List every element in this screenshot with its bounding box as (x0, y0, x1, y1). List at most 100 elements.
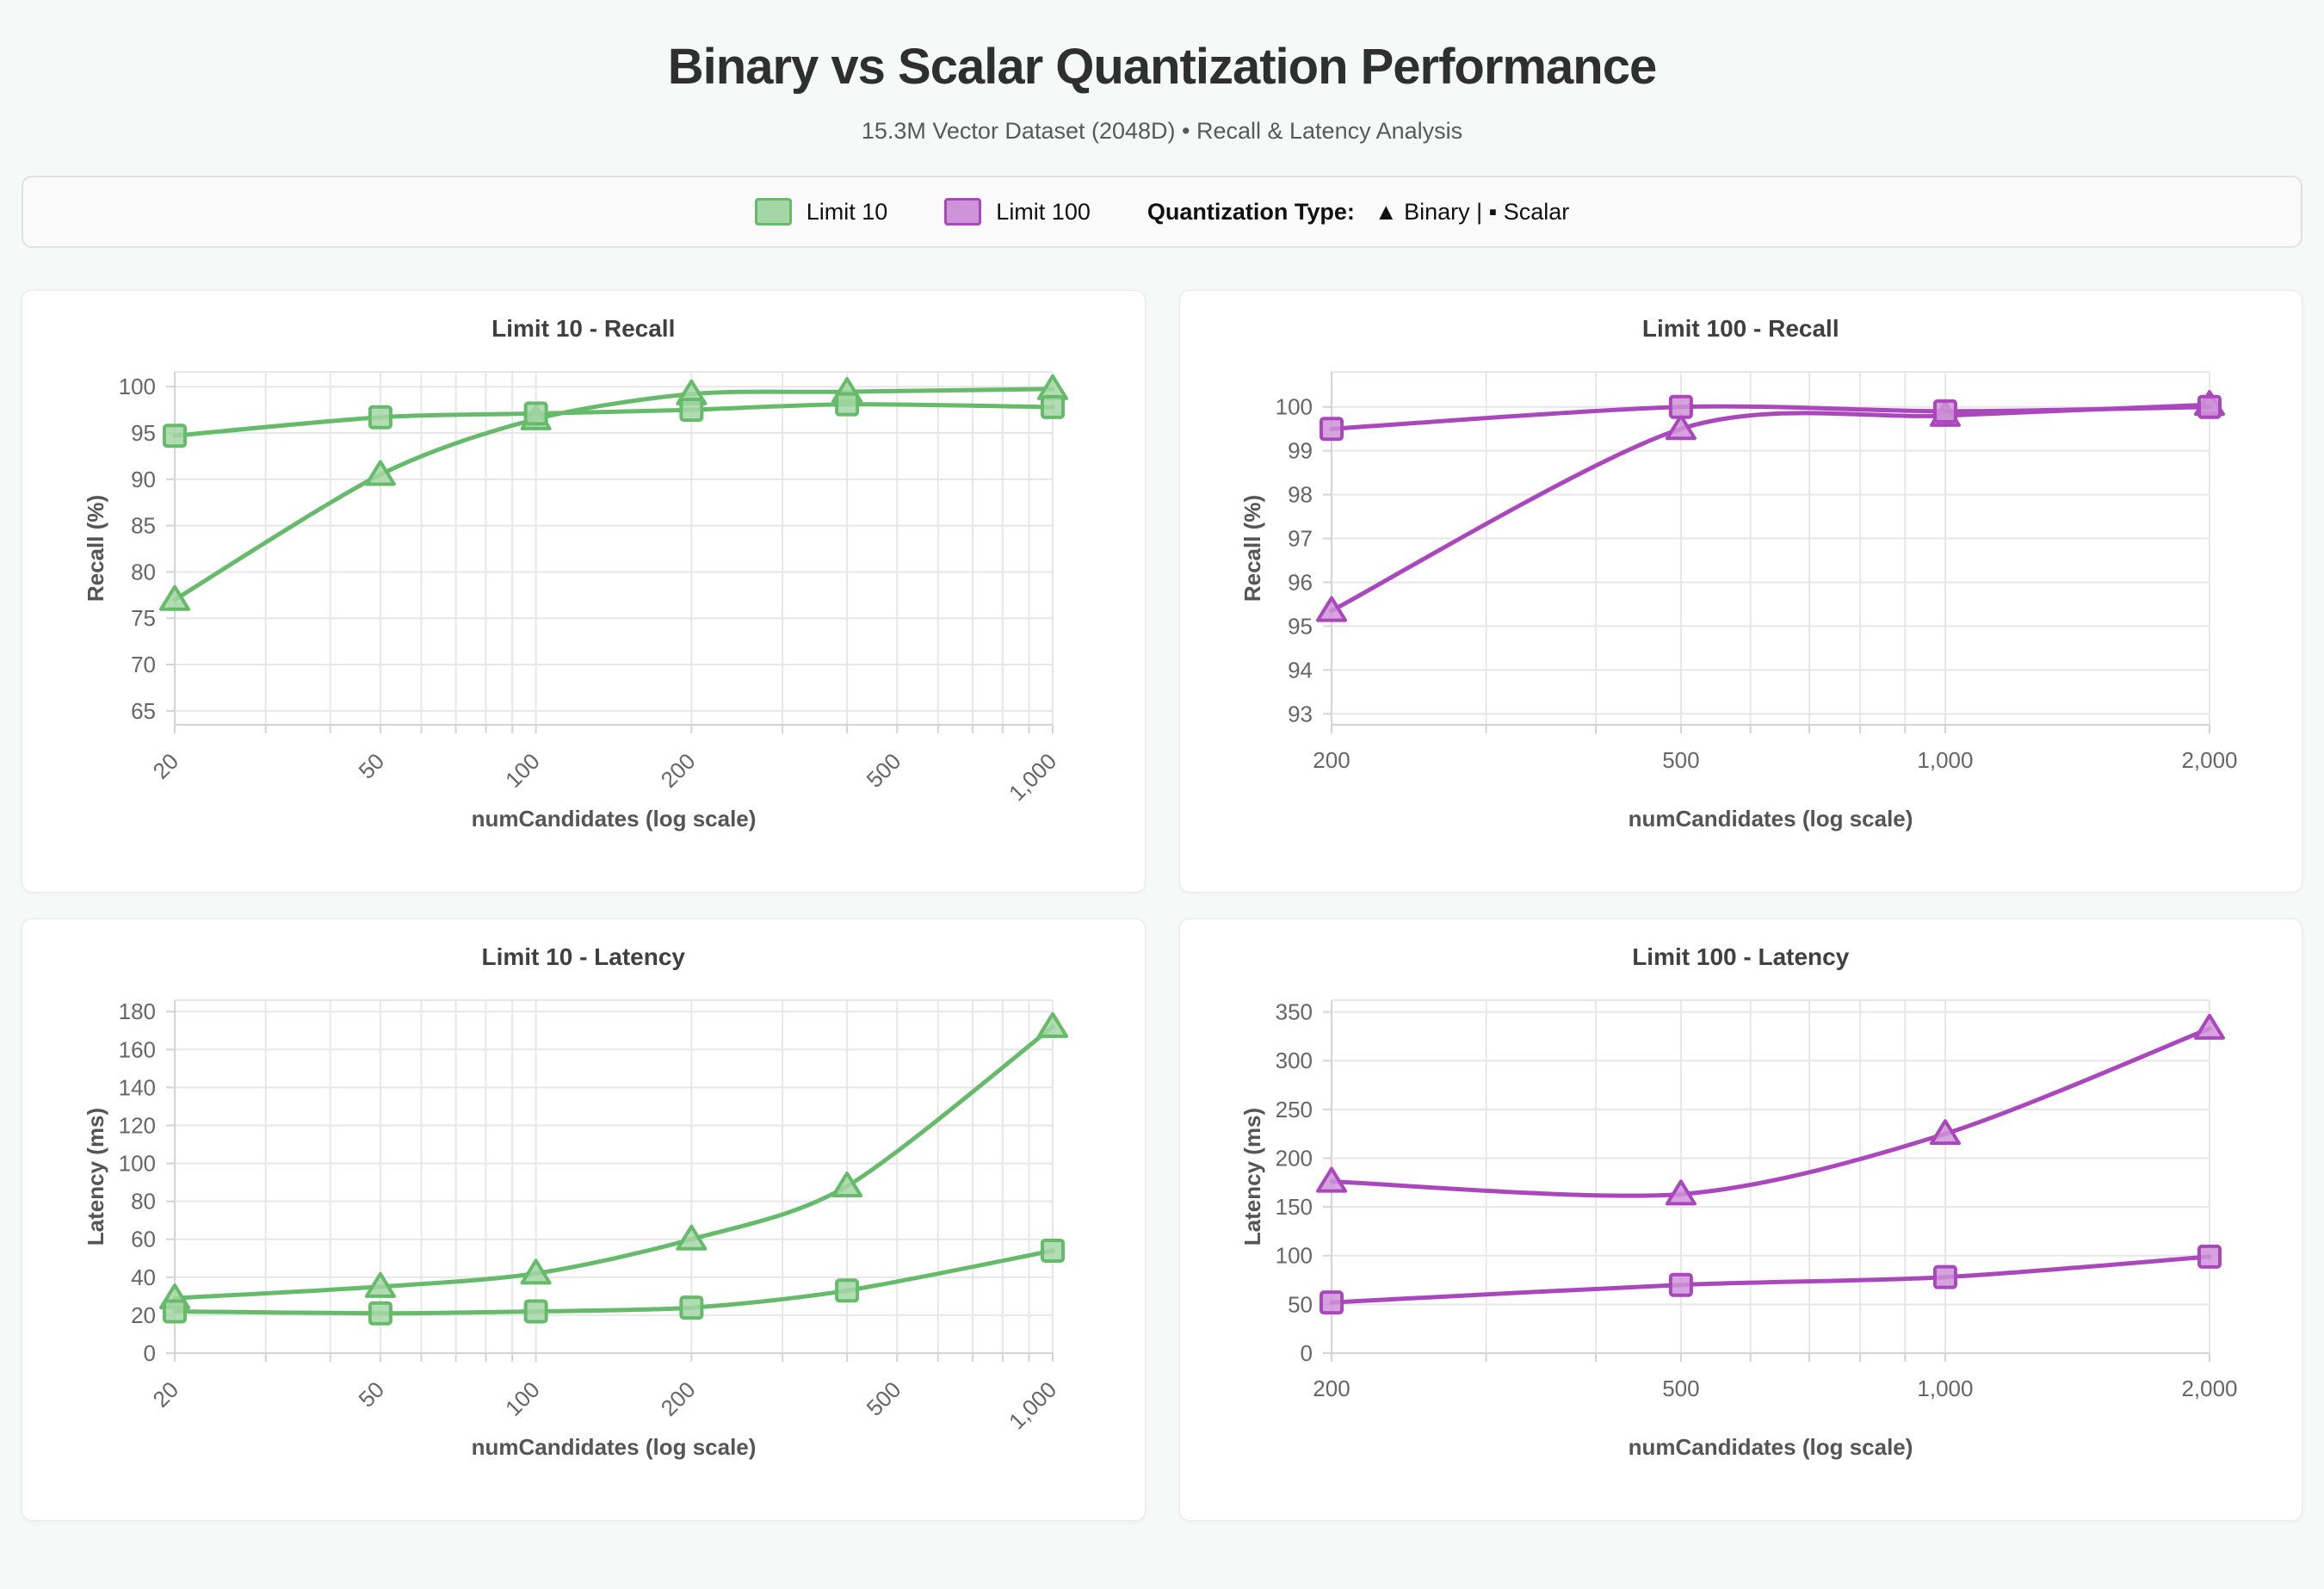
legend-bar: Limit 10 Limit 100 Quantization Type: ▲ … (22, 176, 2302, 248)
binary-line (172, 386, 1055, 603)
limit100-swatch-icon (944, 198, 982, 226)
y-tick-label: 80 (131, 1189, 156, 1215)
y-tick-label: 120 (118, 1112, 155, 1138)
y-tick-label: 94 (1288, 657, 1313, 683)
x-tick-label: 100 (500, 748, 545, 793)
y-tick-label: 70 (131, 652, 156, 677)
y-tick-label: 99 (1288, 438, 1313, 464)
x-tick-label: 200 (1313, 747, 1351, 773)
y-tick-label: 98 (1288, 482, 1313, 508)
chart-limit10-latency: 0 20 40 60 80 100 120 140 160 180 20 50 100 200 500 1,0… (24, 981, 1143, 1515)
chart-title-limit100-recall: Limit 100 - Recall (1641, 315, 1839, 342)
scalar-marker-square (368, 405, 392, 430)
series-binary (1316, 390, 2226, 622)
binary-marker-triangle (520, 1258, 552, 1285)
grid (165, 371, 1054, 733)
panel-limit100-latency: Limit 100 - Latency 0 50 100 150 200 250 300 35… (1178, 918, 2302, 1521)
y-tick-label: 95 (131, 420, 156, 446)
scalar-marker-square (1040, 394, 1065, 419)
binary-marker-triangle (364, 460, 396, 486)
scalar-marker-square (834, 1278, 859, 1303)
x-axis-labels: 200 500 1,000 2,000 (1313, 1376, 2238, 1401)
y-tick-label: 40 (131, 1264, 156, 1290)
scalar-marker-square (523, 401, 548, 426)
chart-limit10-recall: 65 70 75 80 85 90 95 100 20 50 100 200 500 1,000 numCa… (24, 353, 1143, 887)
panel-limit100-recall: Limit 100 - Recall 93 94 95 96 97 98 99 100 200 5… (1178, 290, 2302, 893)
y-axis-labels: 0 50 100 150 200 250 300 350 (1276, 999, 1313, 1366)
y-tick-label: 93 (1288, 701, 1313, 726)
y-tick-label: 100 (118, 1151, 155, 1177)
y-tick-label: 180 (118, 999, 155, 1024)
legend-label-limit10: Limit 10 (806, 198, 888, 225)
scalar-marker-square (1933, 1264, 1958, 1289)
y-tick-label: 20 (131, 1302, 156, 1328)
y-tick-label: 200 (1276, 1145, 1313, 1171)
y-tick-label: 90 (131, 467, 156, 492)
y-tick-label: 95 (1288, 613, 1313, 639)
scalar-marker-square (1320, 417, 1344, 442)
page-title: Binary vs Scalar Quantization Performanc… (667, 39, 1657, 95)
x-tick-label: 500 (861, 748, 905, 793)
series-scalar (1320, 1244, 2222, 1315)
quantization-type-label: Quantization Type: (1147, 198, 1355, 225)
page-subtitle: 15.3M Vector Dataset (2048D) • Recall & … (861, 118, 1463, 144)
charts-grid: Limit 10 - Recall 65 70 75 80 85 90 95 100 20 50 1… (22, 290, 2302, 1521)
y-tick-label: 0 (143, 1340, 155, 1366)
legend-item-limit10: Limit 10 (754, 198, 888, 226)
binary-line (1329, 1026, 2212, 1198)
chart-title-limit10-latency: Limit 10 - Latency (481, 943, 685, 970)
scalar-marker-square (2197, 394, 2222, 419)
y-tick-label: 75 (131, 605, 156, 631)
y-tick-label: 0 (1301, 1340, 1313, 1366)
chart-title-limit100-latency: Limit 100 - Latency (1632, 943, 1850, 970)
x-tick-label: 2,000 (2182, 747, 2238, 773)
binary-marker-triangle (831, 1172, 862, 1198)
chart-canvas-limit10-recall: 65 70 75 80 85 90 95 100 20 50 100 200 500 1,000 numCa… (83, 371, 1068, 832)
scalar-marker-square (1669, 1272, 1694, 1297)
chart-title-limit10-recall: Limit 10 - Recall (491, 315, 676, 342)
chart-canvas-limit100-recall: 93 94 95 96 97 98 99 100 200 500 1,000 2,000 numCand… (1239, 371, 2238, 832)
x-tick-label: 1,000 (1004, 1376, 1061, 1434)
x-tick-label: 20 (147, 1376, 183, 1413)
y-tick-label: 100 (1276, 1243, 1313, 1269)
x-tick-label: 200 (655, 748, 700, 793)
binary-line (1329, 402, 2212, 614)
y-axis-labels: 65 70 75 80 85 90 95 100 (118, 374, 155, 724)
x-axis-title: numCandidates (log scale) (1629, 1434, 1913, 1460)
scalar-line (1329, 404, 2212, 431)
binary-marker-triangle (1930, 1119, 1962, 1146)
legend-label-limit100: Limit 100 (996, 198, 1091, 225)
x-axis-title: numCandidates (log scale) (471, 806, 756, 832)
x-tick-label: 2,000 (2182, 1376, 2238, 1401)
panel-limit10-recall: Limit 10 - Recall 65 70 75 80 85 90 95 100 20 50 1… (22, 290, 1146, 893)
y-tick-label: 85 (131, 513, 156, 539)
binary-marker-triangle (364, 1271, 396, 1298)
grid (165, 999, 1054, 1362)
y-tick-label: 80 (131, 559, 156, 584)
binary-line (172, 1024, 1055, 1301)
series-binary (158, 1011, 1068, 1310)
x-tick-label: 200 (1313, 1376, 1351, 1401)
scalar-marker-square (1669, 394, 1694, 419)
y-axis-title: Latency (ms) (83, 1108, 108, 1246)
x-tick-label: 50 (353, 748, 389, 784)
y-tick-label: 150 (1276, 1194, 1313, 1220)
y-tick-label: 350 (1276, 999, 1313, 1025)
scalar-marker-square (679, 1295, 704, 1320)
x-tick-label: 1,000 (1004, 748, 1061, 806)
x-tick-label: 200 (655, 1376, 700, 1421)
x-tick-label: 1,000 (1918, 747, 1974, 773)
y-tick-label: 100 (118, 374, 155, 399)
binary-marker-triangle (1666, 1179, 1697, 1206)
panel-limit10-latency: Limit 10 - Latency 0 20 40 60 80 100 120 140 160… (22, 918, 1146, 1521)
x-axis-labels: 20 50 100 200 500 1,000 (147, 748, 1061, 806)
scalar-marker-square (523, 1299, 548, 1324)
grid (1323, 371, 2211, 733)
scalar-marker-square (2197, 1244, 2222, 1269)
chart-limit100-recall: 93 94 95 96 97 98 99 100 200 500 1,000 2,000 numCand… (1181, 353, 2300, 887)
x-tick-label: 100 (500, 1376, 545, 1421)
quantization-type-value: ▲ Binary | ▪ Scalar (1374, 198, 1570, 225)
scalar-marker-square (368, 1301, 392, 1326)
scalar-line (172, 1248, 1055, 1316)
legend-item-quantization-type: Quantization Type: ▲ Binary | ▪ Scalar (1147, 199, 1569, 226)
